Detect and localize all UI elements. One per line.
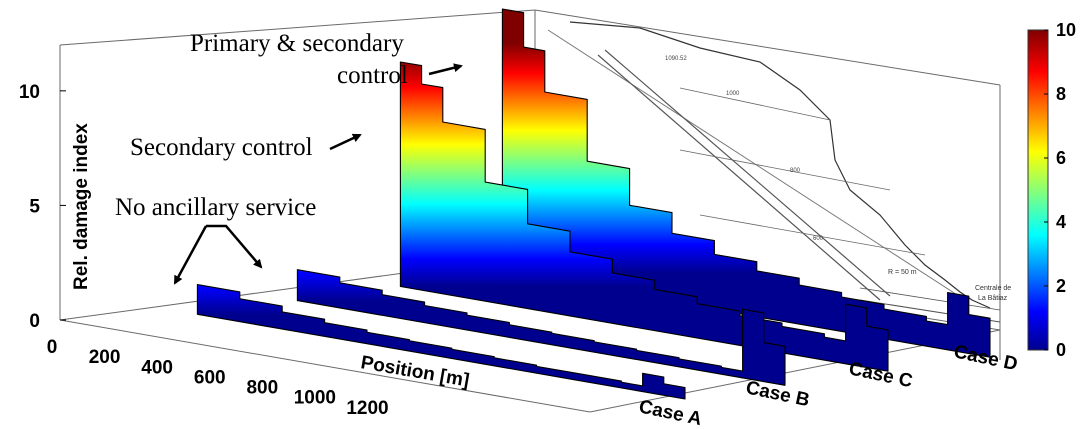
colorbar-tick-label: 6	[1056, 148, 1066, 168]
box-edge-bottom-front	[59, 319, 591, 413]
colorbar-tick-label: 4	[1056, 212, 1066, 232]
z-tick-label: 5	[29, 196, 40, 217]
background-schematic: 1090.52 1000 800 600 R = 50 m Centrale d…	[547, 21, 1011, 323]
schematic-label-elevation: 1090.52	[665, 56, 687, 62]
x-tick-label: 1000	[294, 388, 336, 409]
z-axis-label: Rel. damage index	[71, 123, 92, 290]
colorbar-tick-label: 10	[1056, 20, 1076, 40]
schematic-label-batiaz: La Bâtiaz	[978, 295, 1008, 302]
colorbar-ticks: 0 2 4 6 8 10	[1044, 20, 1076, 360]
z-axis-ticks: 0 5 10	[19, 82, 66, 332]
schematic-label-1000: 1000	[726, 91, 740, 97]
annotation-primary-secondary-line1: Primary & secondary	[190, 30, 404, 57]
ribbon-case-a	[196, 284, 686, 400]
schematic-label-600: 600	[813, 236, 824, 242]
ribbon-case-c	[399, 61, 889, 372]
x-tick-label: 600	[194, 367, 226, 388]
x-axis-ticks: 0 200 400 600 800 1000 1200	[47, 337, 389, 419]
arrow-no-ancillary-case-b	[206, 224, 263, 269]
terrain-profile-line	[569, 21, 991, 309]
schematic-label-800: 800	[790, 168, 801, 174]
z-tick-label: 10	[19, 82, 40, 103]
schematic-outline	[547, 29, 966, 301]
box-edge-top-right	[534, 9, 1001, 86]
annotation-secondary-control: Secondary control	[130, 134, 313, 161]
series-case-d	[501, 8, 991, 358]
ribbon-case-d	[501, 8, 991, 358]
series-case-b	[296, 269, 786, 386]
arrow-secondary-control	[329, 133, 362, 151]
x-tick-label: 1200	[346, 398, 388, 419]
series-case-c	[399, 61, 889, 372]
colorbar-tick-label: 2	[1056, 276, 1066, 296]
schematic-label-centrale: Centrale de	[975, 285, 1011, 292]
box-edge-top-back	[59, 9, 536, 46]
schematic-label-radius: R = 50 m	[888, 269, 917, 276]
ribbon-case-b	[296, 269, 786, 386]
tailrace-line-upper	[859, 287, 1001, 311]
arrow-primary-secondary	[428, 63, 463, 76]
z-tick-label: 0	[29, 311, 40, 332]
series-layer	[196, 8, 991, 400]
case-label-case-a: Case A	[637, 396, 704, 429]
annotations: Primary & secondary control Secondary co…	[115, 30, 463, 285]
elevation-line-600	[699, 214, 926, 256]
elevation-line-800	[679, 149, 891, 191]
annotation-primary-secondary-line2: control	[337, 62, 408, 89]
x-tick-label: 400	[141, 357, 173, 378]
penstock-line	[597, 49, 891, 301]
series-case-a	[196, 284, 686, 400]
arrow-no-ancillary-case-a	[173, 225, 208, 285]
annotation-no-ancillary-service: No ancillary service	[115, 194, 316, 221]
colorbar-tick-label: 0	[1056, 340, 1066, 360]
x-tick-label: 200	[89, 347, 121, 368]
x-tick-label: 800	[246, 378, 278, 399]
x-tick-label: 0	[47, 337, 58, 358]
colorbar: 0 2 4 6 8 10	[1027, 20, 1076, 360]
colorbar-tick-label: 8	[1056, 84, 1066, 104]
elevation-line-1000	[679, 87, 831, 121]
colorbar-gradient	[1027, 29, 1049, 351]
